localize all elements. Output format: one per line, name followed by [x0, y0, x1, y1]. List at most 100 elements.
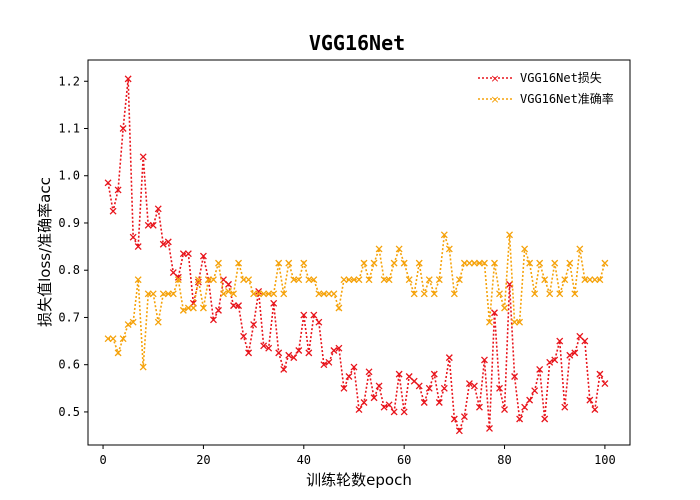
data-point-0 — [360, 399, 368, 406]
data-point-1 — [134, 276, 142, 284]
data-point-0 — [315, 318, 323, 326]
data-point-0 — [335, 344, 343, 352]
data-point-1 — [435, 276, 443, 284]
data-point-1 — [460, 259, 468, 267]
data-point-0 — [310, 311, 318, 319]
data-point-1 — [576, 245, 584, 253]
series-layer — [104, 75, 609, 435]
data-point-1 — [581, 276, 589, 284]
legend-label-acc: VGG16Net准确率 — [520, 91, 614, 106]
y-tick-label: 1.0 — [58, 169, 80, 183]
x-tick-label: 60 — [397, 453, 411, 467]
data-point-1 — [521, 245, 529, 253]
data-point-0 — [521, 403, 529, 411]
data-point-0 — [445, 354, 453, 362]
y-axis-label: 损失值loss/准确率acc — [36, 177, 54, 327]
data-point-0 — [501, 406, 508, 414]
data-point-0 — [149, 221, 157, 229]
data-point-1 — [290, 276, 298, 284]
data-point-0 — [420, 399, 428, 406]
legend-label-loss: VGG16Net损失 — [520, 70, 602, 85]
data-point-0 — [184, 250, 192, 258]
data-point-1 — [119, 335, 127, 343]
data-point-1 — [235, 259, 243, 267]
data-point-1 — [360, 259, 368, 267]
data-point-1 — [511, 318, 519, 326]
data-point-1 — [204, 276, 212, 284]
data-point-0 — [415, 382, 423, 390]
data-point-0 — [400, 408, 408, 416]
data-point-1 — [370, 259, 378, 267]
data-point-0 — [365, 368, 373, 376]
data-point-1 — [380, 276, 388, 284]
y-tick-label: 1.2 — [58, 74, 80, 88]
data-point-1 — [184, 304, 192, 312]
data-point-0 — [255, 288, 263, 295]
y-tick-label: 0.5 — [58, 405, 80, 419]
data-point-1 — [450, 290, 458, 298]
data-point-1 — [255, 290, 263, 298]
y-tick-label: 0.9 — [58, 216, 80, 230]
data-point-1 — [375, 245, 383, 253]
data-point-0 — [290, 354, 298, 362]
data-point-0 — [129, 233, 137, 241]
data-point-1 — [345, 276, 353, 284]
data-point-0 — [531, 387, 539, 395]
data-point-1 — [215, 259, 222, 267]
data-point-1 — [315, 290, 323, 298]
series-line-0 — [107, 78, 606, 434]
data-point-1 — [350, 276, 358, 284]
data-point-0 — [581, 337, 589, 345]
data-point-1 — [385, 276, 393, 284]
data-point-1 — [566, 259, 574, 267]
data-point-1 — [425, 276, 433, 284]
data-point-0 — [370, 394, 378, 402]
data-point-0 — [179, 250, 187, 258]
data-point-0 — [245, 349, 253, 357]
data-point-1 — [365, 276, 373, 284]
data-point-1 — [601, 259, 609, 267]
data-point-1 — [275, 259, 283, 267]
data-point-0 — [330, 347, 338, 354]
data-point-1 — [104, 335, 112, 343]
legend-marker-acc: × — [490, 93, 499, 106]
data-point-0 — [305, 349, 313, 357]
data-point-0 — [546, 358, 554, 366]
data-point-0 — [114, 186, 122, 194]
data-point-0 — [566, 351, 574, 359]
data-point-1 — [486, 318, 493, 326]
data-point-0 — [556, 337, 564, 345]
data-point-0 — [475, 403, 483, 411]
data-point-1 — [179, 306, 187, 314]
data-point-1 — [475, 259, 483, 267]
data-point-0 — [345, 373, 353, 380]
legend-marker-loss: × — [490, 72, 499, 85]
y-tick-label: 0.8 — [58, 263, 80, 277]
data-point-1 — [300, 259, 308, 267]
data-point-1 — [410, 290, 418, 298]
data-point-0 — [280, 365, 288, 373]
data-point-1 — [355, 276, 363, 284]
data-point-1 — [551, 259, 559, 267]
x-axis: 0 20 40 60 80 100 — [99, 445, 616, 467]
data-point-0 — [210, 316, 217, 324]
data-point-0 — [355, 406, 363, 414]
data-point-0 — [225, 280, 232, 288]
data-point-0 — [350, 363, 358, 371]
data-point-0 — [511, 373, 519, 380]
data-point-1 — [230, 290, 237, 298]
data-point-0 — [486, 425, 493, 432]
data-point-1 — [405, 276, 413, 284]
data-point-0 — [375, 382, 383, 390]
x-tick-label: 0 — [99, 453, 106, 467]
data-point-1 — [124, 321, 132, 328]
data-point-0 — [124, 75, 132, 83]
data-point-1 — [320, 290, 328, 298]
data-point-0 — [425, 384, 433, 392]
chart-title: VGG16Net — [309, 31, 405, 55]
x-axis-label: 训练轮数epoch — [306, 471, 412, 489]
data-point-1 — [430, 290, 438, 298]
data-point-0 — [596, 370, 604, 378]
data-point-1 — [280, 290, 288, 298]
data-point-1 — [154, 318, 162, 326]
